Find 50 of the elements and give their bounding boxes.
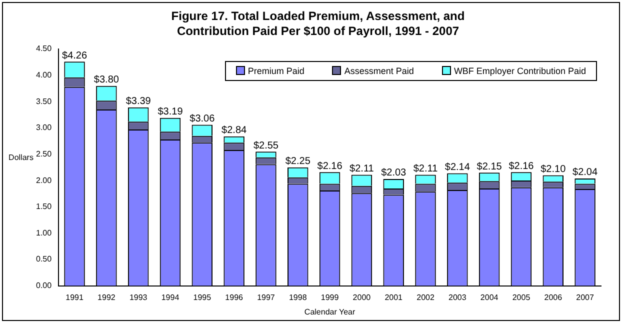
- y-tick-label: 4.00: [36, 70, 52, 80]
- x-tick-label: 1995: [193, 292, 212, 302]
- total-label: $3.39: [126, 96, 152, 108]
- legend-label: Premium Paid: [246, 66, 304, 76]
- total-label: $4.26: [62, 50, 88, 62]
- total-label: $2.03: [381, 168, 407, 179]
- x-axis-title: Calendar Year: [304, 307, 356, 316]
- total-label: $2.14: [444, 162, 470, 173]
- total-label: $2.16: [317, 160, 343, 172]
- total-label: $3.06: [190, 114, 216, 125]
- legend-label: Assessment Paid: [343, 66, 414, 76]
- x-tick-label: 1998: [288, 292, 308, 302]
- chart-title: Figure 17. Total Loaded Premium, Assessment, and Contribution Paid Per $100 of Payroll, 1991 - 2007: [170, 9, 466, 39]
- total-label: $3.80: [94, 74, 120, 86]
- total-label: $2.10: [540, 164, 566, 176]
- y-tick-label: 4.50: [36, 44, 52, 54]
- total-label: $2.16: [508, 160, 534, 172]
- total-label: $2.11: [413, 164, 438, 175]
- y-tick-label: 1.50: [36, 202, 52, 212]
- y-tick-label: 2.00: [36, 176, 52, 185]
- x-tick-label: 2002: [416, 292, 435, 302]
- total-label: $2.15: [476, 161, 502, 172]
- x-tick-label: 2007: [576, 292, 594, 302]
- legend-label: WBF Employer Contribution Paid: [452, 66, 586, 76]
- y-tick-label: 3.50: [36, 96, 52, 106]
- x-tick-label: 1999: [320, 292, 340, 302]
- x-tick-label: 1991: [66, 292, 84, 302]
- y-tick-label: 3.00: [36, 123, 52, 132]
- total-label: $2.04: [572, 167, 598, 178]
- y-axis-title: Dollars: [8, 153, 34, 163]
- x-tick-label: 2006: [544, 292, 563, 302]
- y-tick-label: 2.50: [36, 149, 52, 158]
- x-tick-label: 1994: [161, 292, 180, 302]
- total-label: $2.55: [253, 140, 279, 152]
- total-label: $2.11: [350, 164, 374, 175]
- total-label: $2.25: [285, 156, 311, 168]
- x-tick-label: 2000: [352, 292, 372, 302]
- y-tick-label: 0.50: [36, 254, 52, 264]
- x-tick-label: 1993: [129, 292, 148, 302]
- x-tick-label: 2003: [448, 292, 467, 302]
- x-tick-label: 2004: [480, 292, 499, 302]
- total-label: $3.19: [158, 106, 184, 118]
- x-tick-label: 2005: [512, 292, 531, 302]
- y-tick-label: 0.00: [36, 281, 52, 290]
- x-tick-label: 2001: [384, 292, 404, 302]
- x-tick-label: 1996: [225, 292, 244, 302]
- x-tick-label: 1997: [257, 292, 276, 302]
- y-tick-label: 1.00: [36, 228, 52, 238]
- x-tick-label: 1992: [98, 292, 116, 302]
- total-label: $2.84: [222, 125, 248, 136]
